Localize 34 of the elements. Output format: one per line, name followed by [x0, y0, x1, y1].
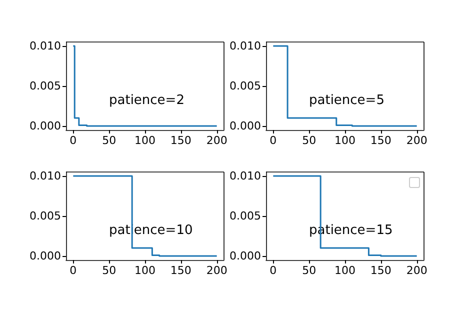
y-tick-label: 0.000: [30, 120, 61, 132]
x-tick-label: 150: [170, 264, 192, 277]
annotation: patience=2: [109, 93, 184, 108]
x-tick-label: 0: [270, 134, 277, 147]
x-tick-label: 0: [270, 264, 277, 277]
x-tick-label: 150: [170, 134, 192, 147]
y-tick-label: 0.010: [230, 170, 261, 182]
x-tick-label: 100: [334, 134, 356, 147]
x-tick-label: 0: [70, 264, 77, 277]
x-tick-label: 50: [302, 264, 316, 277]
y-tick-label: 0.010: [30, 40, 61, 52]
x-tick-label: 150: [370, 134, 392, 147]
y-tick-label: 0.000: [30, 250, 61, 262]
x-tick-label: 100: [334, 264, 356, 277]
y-tick-label: 0.005: [230, 80, 261, 92]
y-tick-label: 0.000: [230, 250, 261, 262]
x-tick-label: 100: [134, 264, 156, 277]
x-tick-label: 50: [102, 134, 116, 147]
y-tick-label: 0.005: [30, 210, 61, 222]
y-tick-label: 0.005: [230, 210, 261, 222]
y-tick-label: 0.005: [30, 80, 61, 92]
x-tick-label: 200: [406, 264, 428, 277]
annotation: patience=5: [309, 93, 384, 108]
x-tick-label: 200: [406, 134, 428, 147]
x-tick-label: 100: [134, 134, 156, 147]
x-tick-label: 150: [370, 264, 392, 277]
x-tick-label: 200: [206, 134, 228, 147]
x-tick-label: 50: [102, 264, 116, 277]
y-tick-label: 0.000: [230, 120, 261, 132]
x-tick-label: 0: [70, 134, 77, 147]
y-tick-label: 0.010: [230, 40, 261, 52]
y-tick-label: 0.010: [30, 170, 61, 182]
x-tick-label: 200: [206, 264, 228, 277]
x-tick-label: 50: [302, 134, 316, 147]
